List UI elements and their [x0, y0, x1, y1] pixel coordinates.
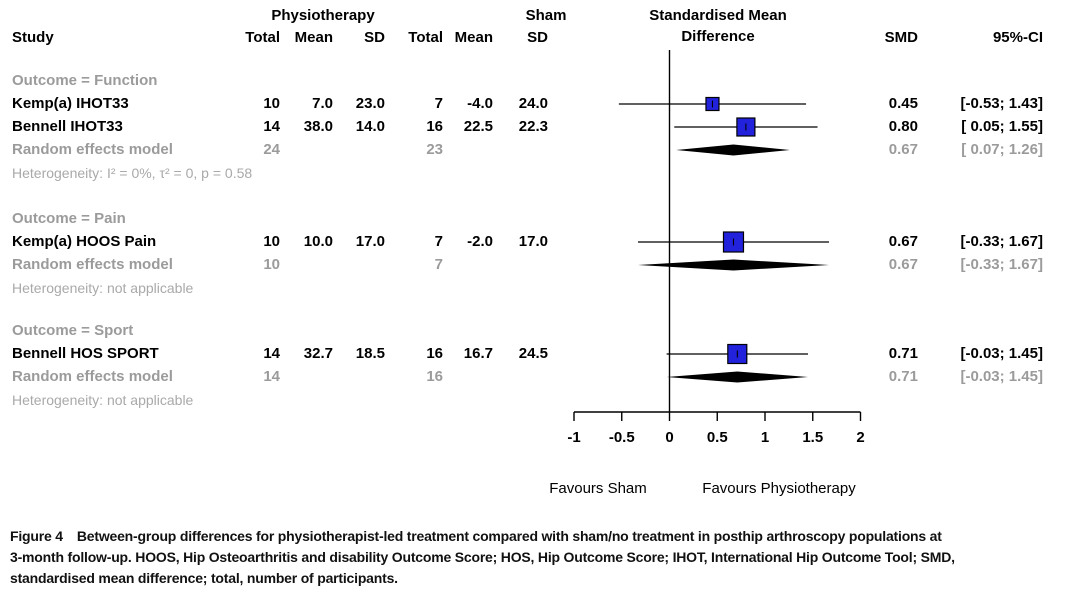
treatment-total-value: 14: [263, 118, 280, 135]
treatment-sd-value: 17.0: [355, 233, 385, 250]
ci-value: [-0.33; 1.67]: [960, 233, 1043, 250]
outcome-group-label: Outcome = Sport: [12, 322, 134, 339]
pooled-model-label: Random effects model: [12, 368, 173, 385]
treatment-total-value: 14: [263, 345, 280, 362]
axis-tick-label: -0.5: [608, 429, 635, 446]
favours-left-label: Favours Sham: [549, 480, 647, 497]
col-header-control-mean: Mean: [454, 29, 493, 46]
caption-text: Between-group differences for physiother…: [76, 528, 942, 544]
pooled-ci-value: [ 0.07; 1.26]: [961, 141, 1043, 158]
control-total-value: 7: [434, 95, 443, 112]
col-header-treatment-sd: SD: [364, 29, 385, 46]
control-total-value: 16: [426, 345, 443, 362]
control-mean-value: 22.5: [463, 118, 493, 135]
caption-line: standardised mean difference; total, num…: [10, 570, 398, 586]
col-header-treatment-mean: Mean: [294, 29, 333, 46]
control-mean-value: 16.7: [463, 345, 493, 362]
study-name: Bennell HOS SPORT: [12, 345, 159, 362]
axis-tick-label: 1: [760, 429, 770, 446]
study-name: Bennell IHOT33: [12, 118, 123, 135]
caption-line: 3-month follow-up. HOOS, Hip Osteoarthri…: [10, 549, 955, 565]
smd-value: 0.80: [888, 118, 918, 135]
caption-line: Figure 4 Between-group differences for ph…: [10, 526, 1060, 547]
plot-title-line1: Standardised Mean: [649, 7, 787, 24]
study-column-header: Study: [12, 29, 54, 46]
treatment-sd-value: 14.0: [355, 118, 385, 135]
favours-right-label: Favours Physiotherapy: [702, 480, 856, 497]
ci-value: [ 0.05; 1.55]: [961, 118, 1043, 135]
heterogeneity-note: Heterogeneity: not applicable: [12, 280, 194, 296]
treatment-sd-value: 18.5: [355, 345, 385, 362]
study-name: Kemp(a) IHOT33: [12, 95, 129, 112]
pooled-diamond-marker: [666, 371, 808, 383]
axis-tick-label: 0.5: [706, 429, 728, 446]
study-name: Kemp(a) HOOS Pain: [12, 233, 157, 250]
control-sd-value: 24.0: [518, 95, 548, 112]
pooled-ci-value: [-0.33; 1.67]: [960, 256, 1043, 273]
pooled-control-total: 7: [434, 256, 443, 273]
treatment-group-header: Physiotherapy: [271, 7, 375, 24]
col-header-treatment-total: Total: [245, 29, 280, 46]
treatment-sd-value: 23.0: [355, 95, 385, 112]
ci-value: [-0.03; 1.45]: [960, 345, 1043, 362]
treatment-mean-value: 38.0: [303, 118, 333, 135]
treatment-mean-value: 32.7: [303, 345, 333, 362]
ci-value: [-0.53; 1.43]: [960, 95, 1043, 112]
col-header-control-total: Total: [408, 29, 443, 46]
control-total-value: 7: [434, 233, 443, 250]
smd-column-header: SMD: [884, 29, 918, 46]
heterogeneity-note: Heterogeneity: not applicable: [12, 392, 194, 408]
smd-value: 0.45: [888, 95, 918, 112]
ci-column-header: 95%-CI: [992, 29, 1043, 46]
control-sd-value: 17.0: [518, 233, 548, 250]
col-header-control-sd: SD: [527, 29, 548, 46]
smd-value: 0.71: [888, 345, 918, 362]
pooled-treatment-total: 14: [263, 368, 280, 385]
pooled-model-label: Random effects model: [12, 256, 173, 273]
axis-tick-label: 0: [665, 429, 674, 446]
pooled-smd-value: 0.67: [888, 256, 918, 273]
pooled-diamond-marker: [676, 144, 790, 156]
smd-value: 0.67: [888, 233, 918, 250]
pooled-control-total: 16: [426, 368, 443, 385]
treatment-total-value: 10: [263, 233, 280, 250]
control-group-header: Sham: [525, 7, 567, 24]
pooled-smd-value: 0.71: [888, 368, 918, 385]
control-total-value: 16: [426, 118, 443, 135]
treatment-mean-value: 7.0: [312, 95, 333, 112]
treatment-total-value: 10: [263, 95, 280, 112]
outcome-group-label: Outcome = Pain: [12, 210, 126, 227]
figure-caption: Figure 4 Between-group differences for ph…: [10, 526, 1060, 589]
pooled-ci-value: [-0.03; 1.45]: [960, 368, 1043, 385]
pooled-smd-value: 0.67: [888, 141, 918, 158]
axis-tick-label: 2: [856, 429, 865, 446]
axis-tick-label: -1: [567, 429, 581, 446]
pooled-diamond-marker: [637, 259, 829, 271]
pooled-control-total: 23: [426, 141, 443, 158]
heterogeneity-note: Heterogeneity: I² = 0%, τ² = 0, p = 0.58: [12, 165, 253, 181]
control-sd-value: 22.3: [518, 118, 548, 135]
control-mean-value: -2.0: [467, 233, 493, 250]
figure-number-label: Figure 4: [10, 528, 63, 544]
control-sd-value: 24.5: [518, 345, 548, 362]
treatment-mean-value: 10.0: [303, 233, 333, 250]
control-mean-value: -4.0: [467, 95, 493, 112]
outcome-group-label: Outcome = Function: [12, 72, 158, 89]
pooled-treatment-total: 10: [263, 256, 280, 273]
pooled-treatment-total: 24: [263, 141, 280, 158]
pooled-model-label: Random effects model: [12, 141, 173, 158]
axis-tick-label: 1.5: [802, 429, 824, 446]
plot-title-line2: Difference: [681, 28, 755, 45]
